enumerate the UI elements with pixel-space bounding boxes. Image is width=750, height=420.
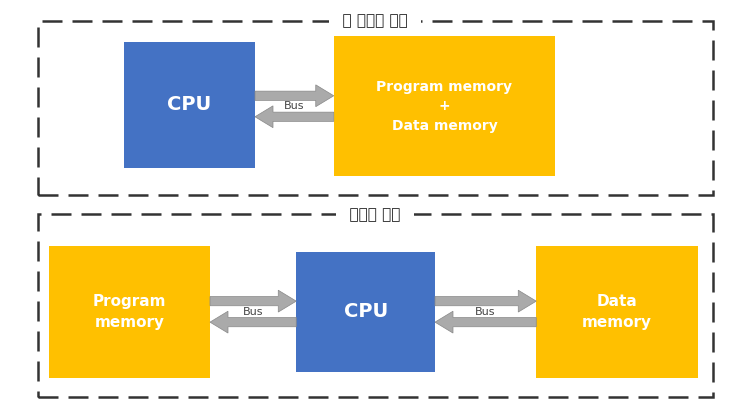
Text: Bus: Bus [243, 307, 263, 317]
Text: Program
memory: Program memory [93, 294, 166, 330]
Bar [38, 21, 712, 195]
Bar [124, 42, 255, 168]
FancyArrow shape [210, 290, 296, 312]
Bar [536, 246, 698, 378]
Text: Bus: Bus [284, 101, 304, 111]
FancyArrow shape [255, 85, 334, 107]
Bar [38, 214, 712, 397]
Bar [334, 36, 555, 176]
FancyArrow shape [255, 106, 334, 128]
Text: Bus: Bus [476, 307, 496, 317]
Text: CPU: CPU [167, 95, 211, 115]
Text: CPU: CPU [344, 302, 388, 321]
Text: 하버드 구조: 하버드 구조 [339, 207, 411, 222]
Text: Program memory
+
Data memory: Program memory + Data memory [376, 79, 512, 133]
FancyArrow shape [435, 311, 536, 333]
FancyArrow shape [435, 290, 536, 312]
FancyArrow shape [210, 311, 296, 333]
Text: 폰 노이만 구조: 폰 노이만 구조 [332, 13, 419, 29]
Bar [296, 252, 435, 372]
Bar [49, 246, 210, 378]
Text: Data
memory: Data memory [582, 294, 652, 330]
